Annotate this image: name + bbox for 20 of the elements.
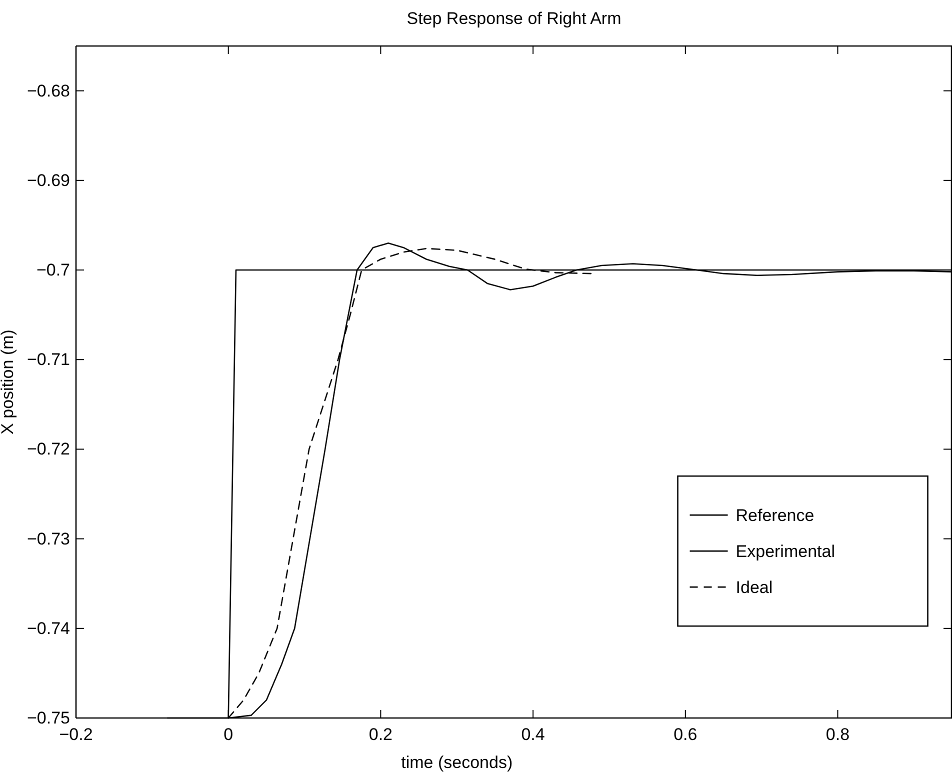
x-tick-label: 0 [224,725,234,744]
y-tick-label: −0.73 [26,529,70,548]
y-tick-label: −0.75 [26,708,70,728]
chart-title: Step Response of Right Arm [406,9,622,28]
x-tick-label: 0.2 [368,725,393,744]
x-tick-label: 0.6 [674,725,698,744]
y-tick-label: −0.7 [36,260,70,280]
y-axis-title: X position (m) [0,330,17,434]
y-tick-label: −0.68 [26,81,70,100]
legend-label: Experimental [736,542,835,562]
x-axis-title: time (seconds) [401,753,513,772]
x-tick-label: −0.2 [59,725,93,744]
y-tick-label: −0.74 [26,618,70,638]
y-tick-label: −0.69 [26,170,70,190]
legend-label: Reference [736,506,814,526]
legend-label: Ideal [736,578,773,598]
x-tick-label: 0.8 [826,725,850,744]
x-tick-label: 0.4 [521,725,545,744]
y-tick-label: −0.72 [26,440,70,459]
y-tick-label: −0.71 [26,350,70,370]
